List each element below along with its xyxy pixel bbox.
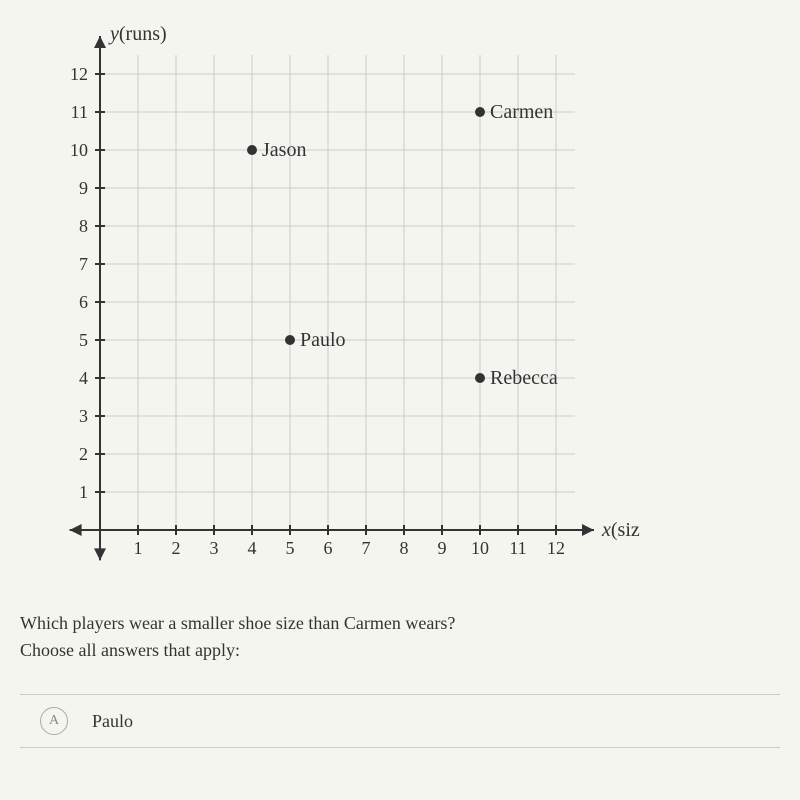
svg-text:11: 11 [71,102,88,122]
question-text: Which players wear a smaller shoe size t… [20,610,780,664]
svg-text:2: 2 [79,444,88,464]
chart-svg: 123456789101112123456789101112y(runs)x(s… [20,20,640,580]
svg-text:4: 4 [248,538,257,558]
svg-text:4: 4 [79,368,88,388]
svg-text:9: 9 [79,178,88,198]
svg-text:Paulo: Paulo [300,329,346,351]
svg-text:6: 6 [79,292,88,312]
answer-letter: A [40,707,68,735]
svg-text:2: 2 [172,538,181,558]
svg-text:y(runs): y(runs) [108,23,167,45]
svg-text:5: 5 [79,330,88,350]
svg-text:7: 7 [79,254,88,274]
svg-text:5: 5 [286,538,295,558]
svg-text:Carmen: Carmen [490,101,553,123]
scatter-chart: 123456789101112123456789101112y(runs)x(s… [20,20,640,580]
question-line1: Which players wear a smaller shoe size t… [20,613,455,633]
svg-text:10: 10 [70,140,88,160]
svg-text:11: 11 [509,538,526,558]
svg-text:12: 12 [547,538,565,558]
svg-text:12: 12 [70,64,88,84]
svg-text:1: 1 [134,538,143,558]
svg-text:6: 6 [324,538,333,558]
svg-text:10: 10 [471,538,489,558]
svg-text:8: 8 [400,538,409,558]
svg-text:9: 9 [438,538,447,558]
svg-text:7: 7 [362,538,371,558]
svg-text:Jason: Jason [262,139,306,161]
answer-label: Paulo [92,711,133,732]
svg-text:3: 3 [79,406,88,426]
svg-text:8: 8 [79,216,88,236]
svg-text:3: 3 [210,538,219,558]
answer-list: A Paulo [20,694,780,748]
svg-text:1: 1 [79,482,88,502]
question-line2: Choose all answers that apply: [20,640,240,660]
svg-text:Rebecca: Rebecca [490,367,558,389]
svg-text:x(size): x(size) [601,519,640,541]
answer-option[interactable]: A Paulo [20,694,780,748]
